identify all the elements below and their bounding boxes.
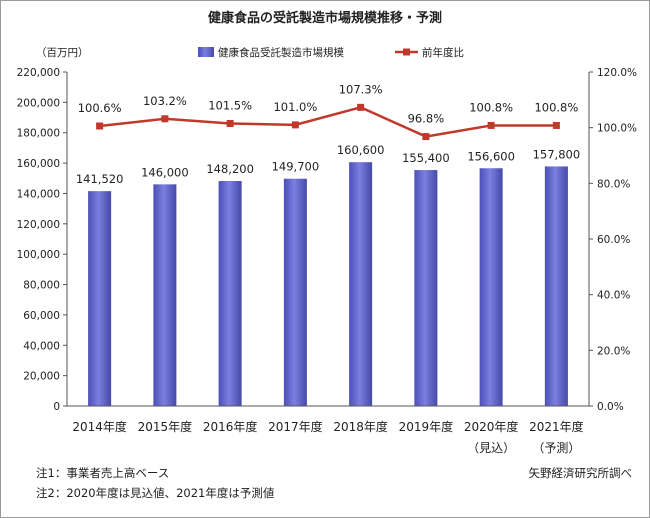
left-tick-label: 160,000 xyxy=(17,158,60,170)
right-tick-label: 20.0% xyxy=(597,345,630,357)
bar-value-label: 148,200 xyxy=(206,162,254,176)
ratio-point xyxy=(161,115,169,123)
legend-line-marker xyxy=(403,48,410,56)
right-tick-label: 0.0% xyxy=(597,401,624,413)
bar-value-label: 149,700 xyxy=(272,160,320,174)
ratio-line xyxy=(99,106,557,138)
left-tick-label: 220,000 xyxy=(17,67,60,79)
bar-value-label: 157,800 xyxy=(533,147,581,161)
ratio-point xyxy=(226,119,234,127)
ratio-value-label: 100.6% xyxy=(78,101,122,115)
right-tick-label: 100.0% xyxy=(597,123,637,135)
ratio-value-label: 100.8% xyxy=(469,100,513,114)
ratio-point xyxy=(96,122,104,130)
bar xyxy=(544,166,568,406)
category-label: 2017年度 xyxy=(268,419,323,434)
legend-bar-swatch xyxy=(198,47,214,57)
chart-title: 健康食品の受託製造市場規模推移・予測 xyxy=(208,10,442,26)
left-tick-label: 200,000 xyxy=(17,97,60,109)
legend-item-bar: 健康食品受託製造市場規模 xyxy=(198,46,344,59)
left-tick-label: 140,000 xyxy=(17,188,60,200)
left-tick-label: 20,000 xyxy=(23,371,60,383)
category-label: 2014年度 xyxy=(72,419,127,434)
left-tick-label: 120,000 xyxy=(17,219,60,231)
legend-item-line: 前年度比 xyxy=(395,46,464,59)
legend-line-label: 前年度比 xyxy=(422,46,464,59)
bar xyxy=(88,191,112,406)
category-label: 2018年度 xyxy=(333,419,388,434)
left-tick-label: 40,000 xyxy=(23,340,60,352)
bar xyxy=(414,170,438,406)
right-tick-label: 60.0% xyxy=(597,234,630,246)
bar xyxy=(479,168,503,406)
ratio-point xyxy=(291,121,299,129)
category-sublabel: （予測） xyxy=(532,441,580,455)
bar-value-label: 156,600 xyxy=(467,149,515,163)
category-sublabel: （見込） xyxy=(467,441,515,455)
ratio-point xyxy=(422,133,430,141)
ratio-point xyxy=(357,103,365,111)
left-tick-label: 0 xyxy=(53,401,60,413)
category-label: 2021年度 xyxy=(529,419,584,434)
category-label: 2019年度 xyxy=(399,419,454,434)
note-2: 注2：2020年度は見込値、2021年度は予測値 xyxy=(36,486,275,500)
bar xyxy=(153,184,177,406)
bar-value-label: 146,000 xyxy=(141,165,189,179)
ratio-value-label: 103.2% xyxy=(143,94,187,108)
category-label: 2020年度 xyxy=(464,419,519,434)
bar-value-label: 141,520 xyxy=(76,172,124,186)
bar xyxy=(349,162,373,406)
bar xyxy=(218,181,242,406)
legend: 健康食品受託製造市場規模 前年度比 xyxy=(198,46,464,59)
category-label: 2016年度 xyxy=(203,419,258,434)
plot-area: 0 20,000 40,000 60,000 80,000 100,000 120,000 1… xyxy=(17,67,637,455)
source-credit: 矢野経済研究所調べ xyxy=(529,466,633,480)
ratio-value-label: 100.8% xyxy=(534,100,578,114)
ratio-value-label: 96.8% xyxy=(408,112,445,126)
bar xyxy=(283,178,307,406)
legend-bar-label: 健康食品受託製造市場規模 xyxy=(218,46,344,59)
category-label: 2015年度 xyxy=(138,419,193,434)
left-tick-label: 180,000 xyxy=(17,128,60,140)
ratio-point xyxy=(487,121,495,129)
right-tick-label: 120.0% xyxy=(597,67,637,79)
ratio-value-label: 101.5% xyxy=(208,98,252,112)
ratio-value-label: 107.3% xyxy=(339,82,383,96)
note-1: 注1：事業者売上高ベース xyxy=(36,466,169,480)
right-tick-label: 80.0% xyxy=(597,178,630,190)
left-tick-label: 80,000 xyxy=(23,280,60,292)
left-tick-label: 100,000 xyxy=(17,249,60,261)
ratio-value-label: 101.0% xyxy=(273,100,317,114)
left-tick-label: 60,000 xyxy=(23,310,60,322)
bar-value-label: 160,600 xyxy=(337,143,385,157)
right-tick-label: 40.0% xyxy=(597,290,630,302)
bar-value-label: 155,400 xyxy=(402,151,450,165)
ratio-point xyxy=(552,121,560,129)
left-axis-unit: （百万円） xyxy=(36,47,89,59)
